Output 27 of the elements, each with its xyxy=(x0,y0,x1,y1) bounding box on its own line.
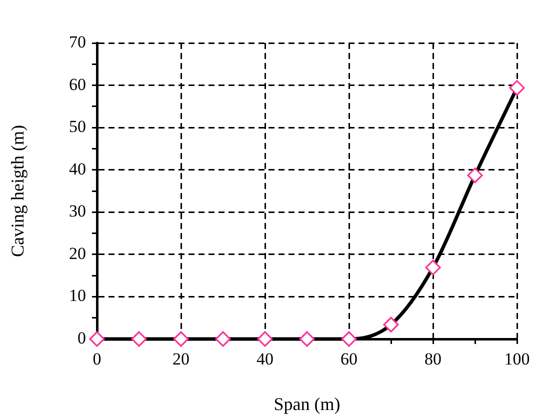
x-tick-label: 0 xyxy=(92,350,102,369)
y-tick-label: 20 xyxy=(69,244,86,263)
x-tick-label: 60 xyxy=(340,350,358,369)
point xyxy=(215,331,231,347)
point xyxy=(509,80,525,96)
point xyxy=(341,331,357,347)
y-axis-title: Caving heigth (m) xyxy=(8,125,28,257)
point xyxy=(467,168,483,184)
y-tick-label: 40 xyxy=(69,159,86,178)
point xyxy=(425,260,441,276)
x-tick-label: 100 xyxy=(504,350,530,369)
x-tick-label: 20 xyxy=(172,350,190,369)
x-tick-label: 40 xyxy=(256,350,274,369)
point xyxy=(89,331,105,347)
point xyxy=(299,331,315,347)
point xyxy=(173,331,189,347)
point xyxy=(383,316,399,332)
x-axis-title: Span (m) xyxy=(274,394,340,414)
y-tick-label: 30 xyxy=(69,202,86,221)
point xyxy=(257,331,273,347)
y-tick-label: 0 xyxy=(78,328,86,348)
x-tick-label: 80 xyxy=(424,350,442,369)
point xyxy=(131,331,147,347)
y-tick-label: 50 xyxy=(69,117,86,136)
y-tick-label: 60 xyxy=(69,74,86,94)
y-tick-label: 70 xyxy=(69,32,86,52)
y-tick-label: 10 xyxy=(69,286,86,306)
